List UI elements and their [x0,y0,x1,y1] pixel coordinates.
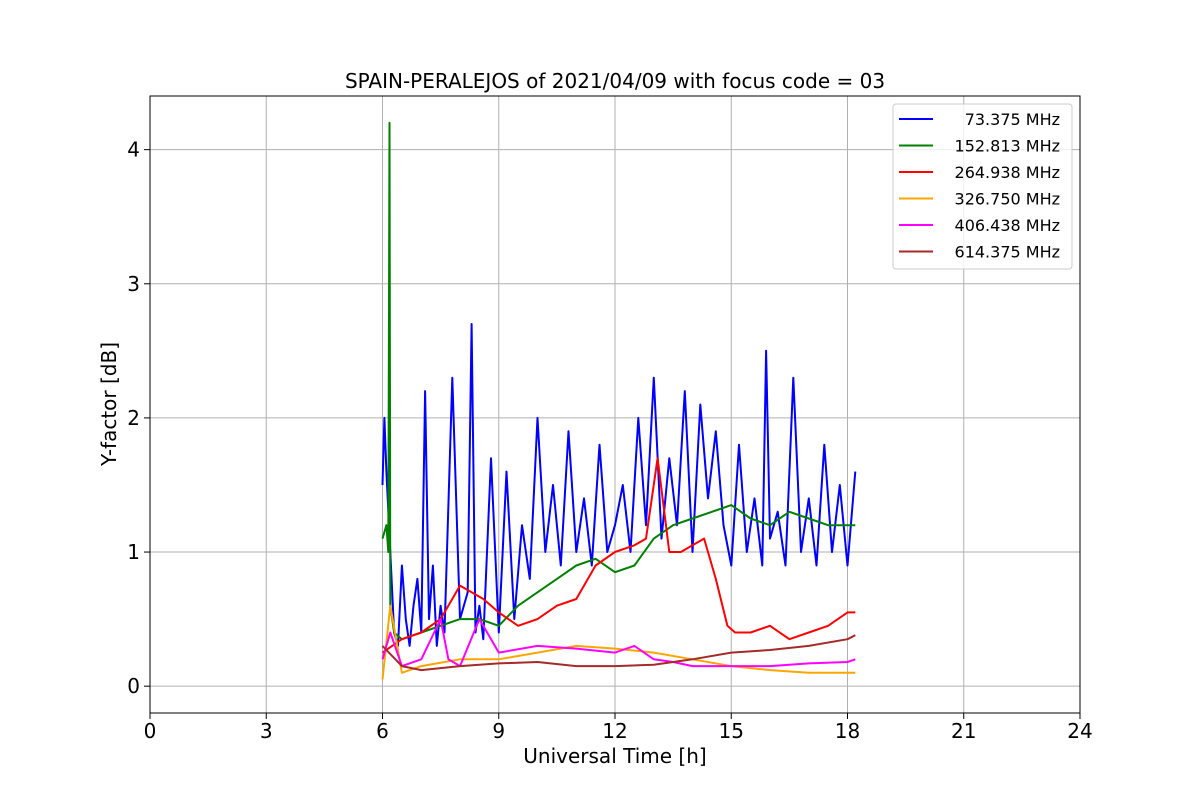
x-tick-label: 18 [835,719,860,743]
chart-title: SPAIN-PERALEJOS of 2021/04/09 with focus… [345,69,885,93]
legend-box [892,103,1073,270]
legend-entry: 152.813 MHz [955,137,1060,156]
series-line-3 [381,604,856,680]
legend-entry: 264.938 MHz [955,163,1060,182]
y-tick-label: 4 [127,138,140,162]
legend-entry: 614.375 MHz [955,243,1060,262]
x-tick-label: 15 [719,719,744,743]
legend-entry: 326.750 MHz [955,190,1060,209]
x-tick-label: 21 [951,719,976,743]
y-tick-label: 1 [127,540,140,564]
y-axis-label: Y-factor [dB] [97,342,121,467]
x-tick-label: 3 [260,719,273,743]
series-lines [381,121,857,680]
series-line-5 [381,634,856,672]
x-tick-label: 9 [492,719,505,743]
y-tick-label: 2 [127,406,140,430]
x-tick-label: 6 [376,719,389,743]
x-tick-label: 12 [602,719,627,743]
x-tick-label: 24 [1067,719,1092,743]
x-axis-ticks: 0 3 6 9 12 15 18 21 24 [144,713,1093,743]
series-line-4 [381,618,856,668]
legend-entry: 73.375 MHz [965,110,1060,129]
series-line-2 [381,457,856,654]
y-tick-label: 0 [127,674,140,698]
series-line-0 [381,323,857,647]
legend-entry: 406.438 MHz [955,216,1060,235]
y-tick-label: 3 [127,272,140,296]
y-axis-ticks: 0 1 2 3 4 [127,138,150,698]
x-axis-label: Universal Time [h] [523,744,706,768]
legend: 73.375 MHz 152.813 MHz 264.938 MHz 326.750 … [892,103,1073,270]
x-tick-label: 0 [144,719,157,743]
